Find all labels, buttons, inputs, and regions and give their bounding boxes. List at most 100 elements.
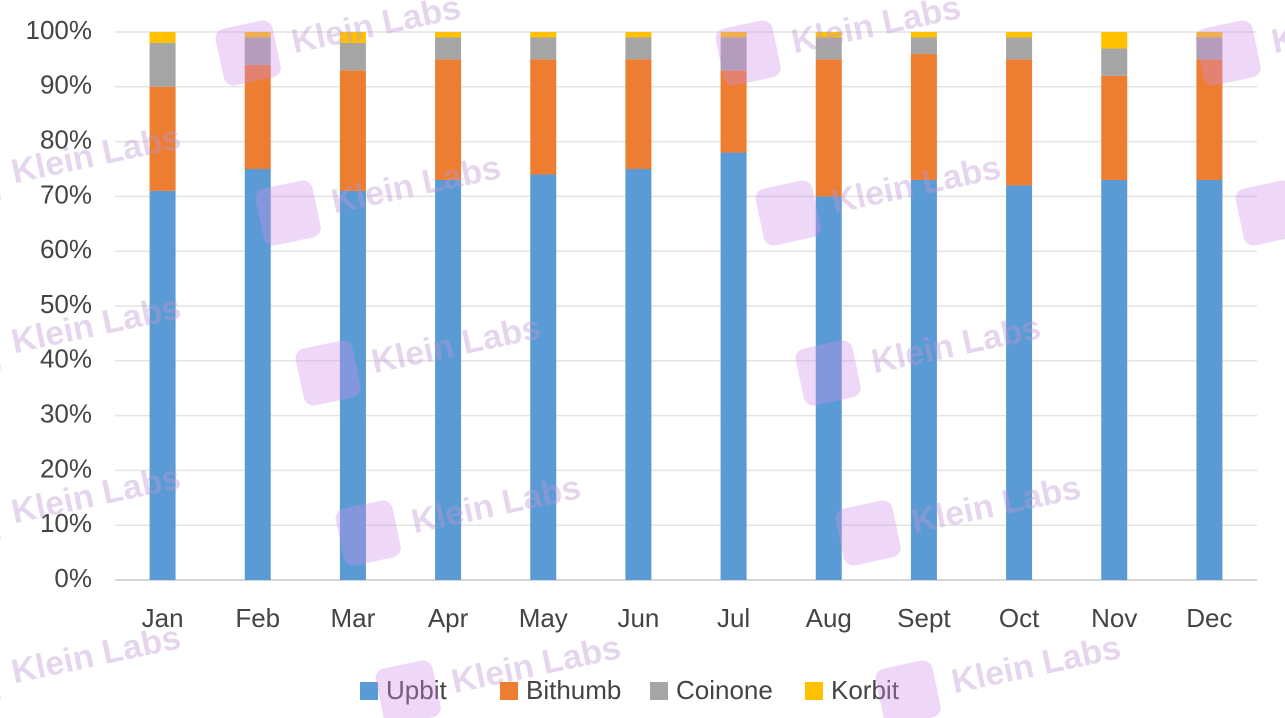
watermark: Klein Labs (835, 468, 1084, 566)
bar-segment (435, 37, 462, 60)
x-tick-label: Jul (717, 603, 750, 633)
legend-swatch (500, 682, 518, 700)
bar-segment (625, 37, 652, 60)
bar-segment (339, 70, 366, 191)
watermark-logo (1195, 20, 1261, 86)
y-tick-label: 50% (40, 289, 92, 319)
bar-segment (720, 70, 747, 153)
watermark-logo (0, 320, 1, 386)
bar-segment (149, 190, 176, 581)
bar-segment (1006, 59, 1033, 186)
watermark: Klein Labs (295, 308, 544, 406)
y-tick-label: 90% (40, 70, 92, 100)
bar-segment (910, 179, 937, 580)
bar-segment (530, 59, 557, 175)
bar-segment (910, 32, 937, 38)
x-tick-label: Dec (1186, 603, 1232, 633)
legend-label: Bithumb (526, 675, 621, 705)
legend-label: Upbit (386, 675, 447, 705)
watermark: Klein Labs (1235, 180, 1285, 246)
watermark-logo (0, 490, 1, 556)
x-tick-label: Mar (331, 603, 376, 633)
x-tick-label: Oct (999, 603, 1040, 633)
watermark: Klein Labs (875, 628, 1124, 718)
watermark-logo (1235, 180, 1285, 246)
bar-segment (530, 32, 557, 38)
legend-swatch (360, 682, 378, 700)
x-tick-label: Jan (142, 603, 184, 633)
bar-segment (1101, 48, 1128, 76)
bar-segment (149, 42, 176, 87)
bar-segment (815, 32, 842, 38)
bar-segment (720, 37, 747, 71)
bar-segment (1196, 37, 1223, 60)
watermark-logo (875, 660, 941, 718)
watermark-text: Klein Labs (408, 468, 584, 541)
watermark: Klein Labs (0, 618, 184, 716)
watermark-logo (795, 340, 861, 406)
watermark-text: Klein Labs (1268, 0, 1285, 61)
watermark-logo (375, 660, 441, 718)
bar-segment (910, 37, 937, 54)
bar-segment (1101, 75, 1128, 180)
bar-segment (815, 59, 842, 197)
legend-swatch (805, 682, 823, 700)
bar-segment (1196, 179, 1223, 580)
bar-segment (339, 32, 366, 43)
watermark-logo (715, 20, 781, 86)
bar-segment (435, 59, 462, 180)
bar-segment (244, 169, 271, 580)
bar-segment (244, 64, 271, 169)
x-tick-label: Sept (897, 603, 951, 633)
legend-swatch (650, 682, 668, 700)
watermark-text: Klein Labs (8, 618, 184, 691)
legend-label: Korbit (831, 675, 900, 705)
bar-segment (149, 86, 176, 191)
x-tick-label: Aug (806, 603, 852, 633)
watermark-logo (835, 500, 901, 566)
watermark-logo (0, 650, 1, 716)
bar-segment (625, 32, 652, 38)
y-tick-label: 100% (26, 15, 93, 45)
y-tick-label: 10% (40, 508, 92, 538)
watermark: Klein Labs (755, 148, 1004, 246)
watermark-text: Klein Labs (788, 0, 964, 61)
bar-segment (625, 59, 652, 169)
bar-segment (1006, 37, 1033, 60)
watermark: Klein Labs (1195, 0, 1285, 86)
bar-segment (910, 53, 937, 180)
bar-segment (435, 32, 462, 38)
bar-segment (244, 37, 271, 65)
legend-label: Coinone (676, 675, 773, 705)
x-tick-label: Nov (1091, 603, 1137, 633)
bar-segment (1101, 32, 1128, 49)
bar-segment (530, 37, 557, 60)
watermark-logo (295, 340, 361, 406)
bar-segment (1196, 59, 1223, 180)
bar-segment (244, 32, 271, 38)
y-tick-label: 0% (54, 563, 92, 593)
x-tick-label: May (519, 603, 568, 633)
x-tick-label: Apr (428, 603, 469, 633)
bar-segment (625, 169, 652, 580)
bar-segment (339, 190, 366, 581)
watermark: Klein Labs (255, 148, 504, 246)
bar-segment (815, 37, 842, 60)
watermark-logo (335, 500, 401, 566)
watermark-logo (255, 180, 321, 246)
bar-segment (435, 179, 462, 580)
bar-segment (530, 174, 557, 581)
y-tick-label: 70% (40, 179, 92, 209)
watermark-logo (755, 180, 821, 246)
bar-segment (720, 32, 747, 38)
bar-segment (339, 42, 366, 71)
y-tick-label: 30% (40, 398, 92, 428)
bar-segment (149, 32, 176, 43)
y-tick-label: 60% (40, 234, 92, 264)
bar-segment (720, 152, 747, 580)
x-tick-label: Feb (235, 603, 280, 633)
bar-segment (1006, 32, 1033, 38)
bar-segment (1006, 185, 1033, 580)
